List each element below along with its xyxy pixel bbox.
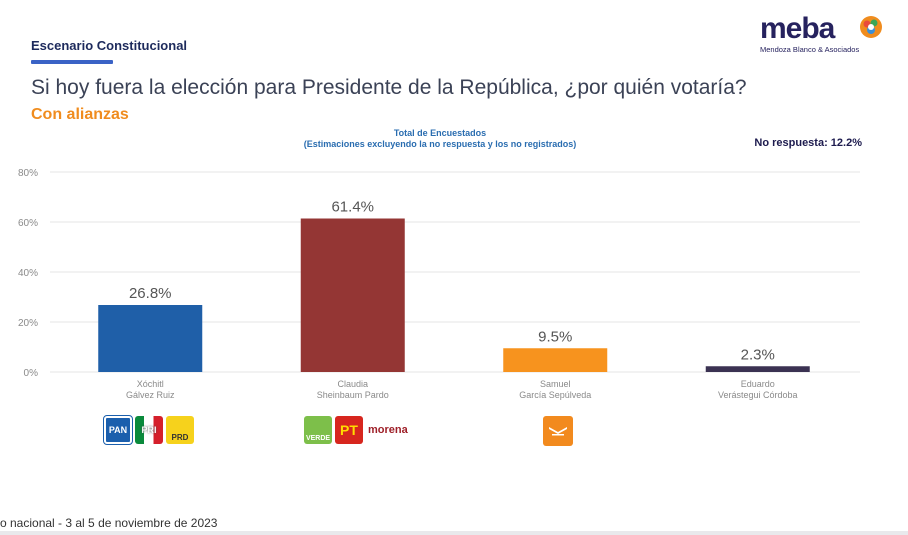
x-tick-label: García Sepúlveda <box>519 390 591 400</box>
pt-logo-icon: PT <box>335 416 363 444</box>
x-tick-label: Samuel <box>540 379 571 389</box>
scenario-subtitle: Con alianzas <box>31 106 129 123</box>
bar <box>503 348 608 372</box>
chart-title-line1: Total de Encuestados <box>393 128 487 138</box>
data-label: 9.5% <box>538 328 572 345</box>
x-tick-label: Sheinbaum Pardo <box>317 390 389 400</box>
section-title: Escenario Constitucional <box>31 38 188 53</box>
x-tick-label: Gálvez Ruiz <box>126 390 175 400</box>
survey-footnote: o nacional - 3 al 5 de noviembre de 2023 <box>0 516 218 530</box>
bar <box>300 218 405 372</box>
party-logos-claudia: VERDE PT morena <box>304 416 408 444</box>
data-label: 26.8% <box>129 285 172 302</box>
y-tick-label: 20% <box>18 318 38 329</box>
party-logos-samuel <box>543 416 573 446</box>
y-tick-label: 0% <box>24 368 39 379</box>
party-logos-xochitl: PAN PRI PRD <box>103 415 194 445</box>
prd-logo-icon: PRD <box>166 416 194 444</box>
data-label: 61.4% <box>331 199 374 216</box>
bar <box>98 305 203 372</box>
y-tick-label: 60% <box>18 218 38 229</box>
morena-logo-icon: morena <box>368 424 408 436</box>
survey-question: Si hoy fuera la elección para Presidente… <box>31 76 747 99</box>
y-tick-label: 80% <box>18 168 38 179</box>
pvem-logo-icon: VERDE <box>304 416 332 444</box>
chart-title-line2: (Estimaciones excluyendo la no respuesta… <box>303 139 577 149</box>
meba-mark-icon <box>860 16 882 38</box>
section-underline <box>31 60 113 64</box>
x-tick-label: Verástegui Córdoba <box>718 390 798 400</box>
pri-logo-icon: PRI <box>135 416 163 444</box>
logo-subtitle: Mendoza Blanco & Asociados <box>760 45 860 54</box>
logo-wordmark: meba <box>760 12 835 45</box>
pan-logo-icon: PAN <box>103 415 133 445</box>
mc-logo-icon <box>543 416 573 446</box>
y-tick-label: 40% <box>18 268 38 279</box>
x-tick-label: Xóchitl <box>137 379 164 389</box>
x-tick-label: Eduardo <box>741 379 775 389</box>
chart-title: Total de Encuestados (Estimaciones exclu… <box>250 128 630 150</box>
footer-divider <box>0 531 908 535</box>
meba-logo: meba Mendoza Blanco & Asociados <box>760 12 882 56</box>
bar <box>705 366 810 372</box>
no-response-note: No respuesta: 12.2% <box>754 137 862 149</box>
x-tick-label: Claudia <box>337 379 368 389</box>
data-label: 2.3% <box>741 346 775 363</box>
